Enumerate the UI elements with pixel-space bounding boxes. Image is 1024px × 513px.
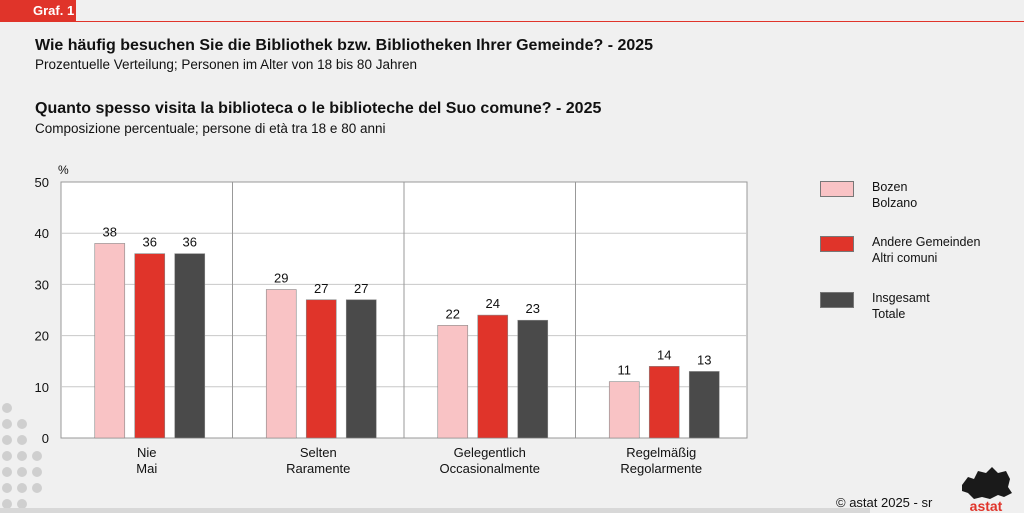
bar <box>345 299 377 439</box>
bar <box>648 366 680 439</box>
footer-bar <box>0 508 870 513</box>
x-category-label: Nie <box>137 445 157 460</box>
legend-label-it: Totale <box>872 307 906 321</box>
map-icon <box>962 467 1012 499</box>
x-category-label: Regolarmente <box>620 461 702 476</box>
legend-label-andere-gemeinden: Andere Gemeinden Altri comuni <box>872 234 980 266</box>
decorative-dot-pattern <box>2 403 42 508</box>
legend-label-de: Insgesamt <box>872 291 930 305</box>
bar <box>688 371 720 439</box>
graph-number-tag: Graf. 1 <box>0 0 76 22</box>
bar <box>437 325 469 439</box>
bar <box>517 319 549 439</box>
legend-label-bozen: Bozen Bolzano <box>872 179 917 211</box>
x-category-label: Mai <box>136 461 157 476</box>
y-axis-label: % <box>58 163 69 177</box>
legend-label-it: Altri comuni <box>872 251 938 265</box>
bar <box>305 299 337 439</box>
x-category-label: Gelegentlich <box>454 445 526 460</box>
bar-value-label: 22 <box>446 306 460 321</box>
chart-title-german: Wie häufig besuchen Sie die Bibliothek b… <box>35 37 654 54</box>
bar-value-label: 27 <box>354 281 368 296</box>
bar <box>477 314 509 439</box>
legend-swatch-andere-gemeinden <box>820 236 854 252</box>
chart-subtitle-italian: Composizione percentuale; persone di età… <box>35 121 386 136</box>
y-tick-label: 20 <box>35 329 49 344</box>
bar-value-label: 36 <box>143 235 157 250</box>
header-rule <box>0 21 1024 22</box>
x-category-label: Occasionalmente <box>440 461 540 476</box>
legend-label-de: Andere Gemeinden <box>872 235 981 249</box>
bar <box>134 253 166 439</box>
bar-value-label: 29 <box>274 271 288 286</box>
legend-swatch-bozen <box>820 181 854 197</box>
legend-label-insgesamt: Insgesamt Totale <box>872 290 930 322</box>
logo-text: astat <box>970 498 1003 513</box>
bar-value-label: 14 <box>657 347 671 362</box>
bar <box>174 253 206 439</box>
bar-value-label: 38 <box>103 224 117 239</box>
chart-title-italian: Quanto spesso visita la biblioteca o le … <box>35 100 602 117</box>
bar-value-label: 23 <box>526 301 540 316</box>
bar-value-label: 13 <box>697 352 711 367</box>
bar <box>265 289 297 439</box>
bar-value-label: 36 <box>183 235 197 250</box>
copyright-notice: © astat 2025 - sr <box>836 495 933 510</box>
bar-value-label: 11 <box>618 363 632 378</box>
legend-label-it: Bolzano <box>872 196 918 210</box>
y-tick-label: 40 <box>35 226 49 241</box>
x-category-label: Raramente <box>286 461 350 476</box>
chart-subtitle-german: Prozentuelle Verteilung; Personen im Alt… <box>35 57 417 72</box>
bar <box>608 381 640 439</box>
x-category-label: Regelmäßig <box>626 445 696 460</box>
legend-swatch-insgesamt <box>820 292 854 308</box>
bar-value-label: 27 <box>314 281 328 296</box>
y-tick-label: 30 <box>35 277 49 292</box>
astat-logo: astat <box>962 467 1012 513</box>
bar-value-label: 24 <box>486 296 500 311</box>
y-tick-label: 0 <box>42 431 49 446</box>
y-tick-label: 50 <box>35 175 49 190</box>
y-tick-label: 10 <box>35 380 49 395</box>
bar <box>94 243 126 439</box>
x-category-label: Selten <box>300 445 337 460</box>
legend-label-de: Bozen <box>872 180 908 194</box>
